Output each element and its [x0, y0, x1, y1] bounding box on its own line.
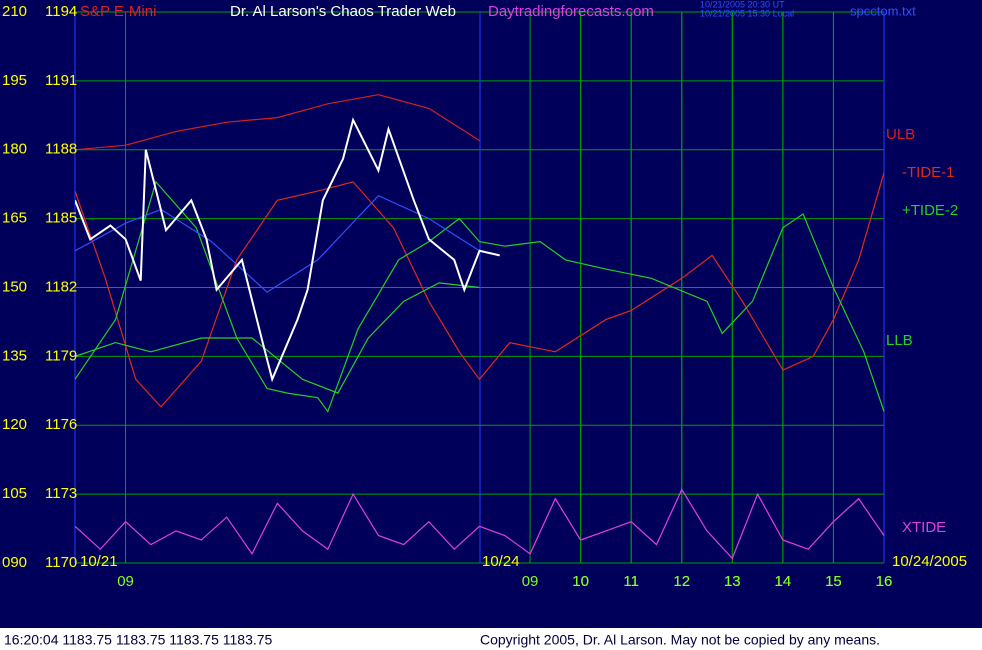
x-tick-label: 12: [673, 573, 690, 590]
x-tick-label: 11: [623, 573, 639, 590]
x-tick-label: 13: [724, 573, 741, 590]
y-tick-label: 105: [2, 485, 27, 502]
date-label: 10/24: [482, 553, 520, 570]
x-tick-label: 09: [522, 573, 539, 590]
file-name: spcctom.txt: [850, 3, 916, 18]
y2-tick-label: 1191: [45, 72, 77, 89]
x-tick-label: 11: [623, 573, 639, 590]
y-tick-label: 090: [2, 554, 27, 571]
y-tick-label: 165: [2, 210, 27, 227]
legend-label: -TIDE-1: [902, 164, 955, 181]
y2-tick-label: 1194: [45, 3, 77, 20]
date-label: 10/21: [80, 553, 118, 570]
chart-title: Dr. Al Larson's Chaos Trader Web: [230, 3, 456, 20]
y-tick-label: 210: [2, 3, 27, 20]
y-tick-label: 135: [2, 347, 27, 364]
x-tick-label: 16: [876, 573, 893, 590]
x-tick-label: 10: [572, 573, 589, 590]
y-tick-label: 195: [2, 72, 27, 89]
y2-tick-label: 1185: [45, 210, 77, 227]
series-line: [75, 488, 885, 560]
legend-label: LLB: [886, 332, 913, 349]
timestamp: 10/21/2005 15:30 Local: [700, 8, 794, 18]
series-line: [75, 180, 885, 413]
legend-label: ULB: [886, 126, 915, 143]
x-tick-label: 15: [825, 573, 842, 590]
copyright: Copyright 2005, Dr. Al Larson. May not b…: [480, 632, 880, 648]
y-tick-label: 120: [2, 416, 27, 433]
background: [0, 0, 982, 628]
y2-tick-label: 1179: [45, 347, 77, 364]
y2-tick-label: 1182: [45, 278, 77, 295]
x-tick-label: 14: [775, 573, 792, 590]
legend-label: XTIDE: [902, 519, 946, 536]
series-line: [75, 194, 480, 293]
series-line: [75, 282, 480, 394]
series-line: [75, 94, 480, 151]
legend-label: +TIDE-2: [902, 202, 958, 219]
timestamp: 10/21/2005 20:30 UT: [700, 0, 785, 9]
x-tick-label: 14: [775, 573, 792, 590]
x-tick-label: 15: [825, 573, 842, 590]
y-tick-label: 180: [2, 141, 27, 158]
instrument: S&P E-Mini: [80, 3, 156, 20]
x-tick-label: 10: [572, 573, 589, 590]
series-group: [75, 94, 885, 560]
y2-tick-label: 1170: [45, 554, 77, 571]
x-tick-label: 12: [673, 573, 690, 590]
status-bar: [0, 628, 982, 650]
website: Daytradingforecasts.com: [488, 3, 654, 20]
series-line: [75, 172, 885, 408]
y-tick-label: 150: [2, 278, 27, 295]
date-label: 10/24/2005: [892, 553, 967, 570]
x-tick-label: 09: [117, 573, 134, 590]
x-tick-label: 13: [724, 573, 741, 590]
y2-tick-label: 1188: [45, 141, 77, 158]
series-line: [75, 117, 500, 383]
status-text: 16:20:04 1183.75 1183.75 1183.75 1183.75: [4, 632, 273, 648]
x-tick-label: 16: [876, 573, 893, 590]
y2-tick-label: 1176: [45, 416, 77, 433]
y2-tick-label: 1173: [45, 485, 77, 502]
